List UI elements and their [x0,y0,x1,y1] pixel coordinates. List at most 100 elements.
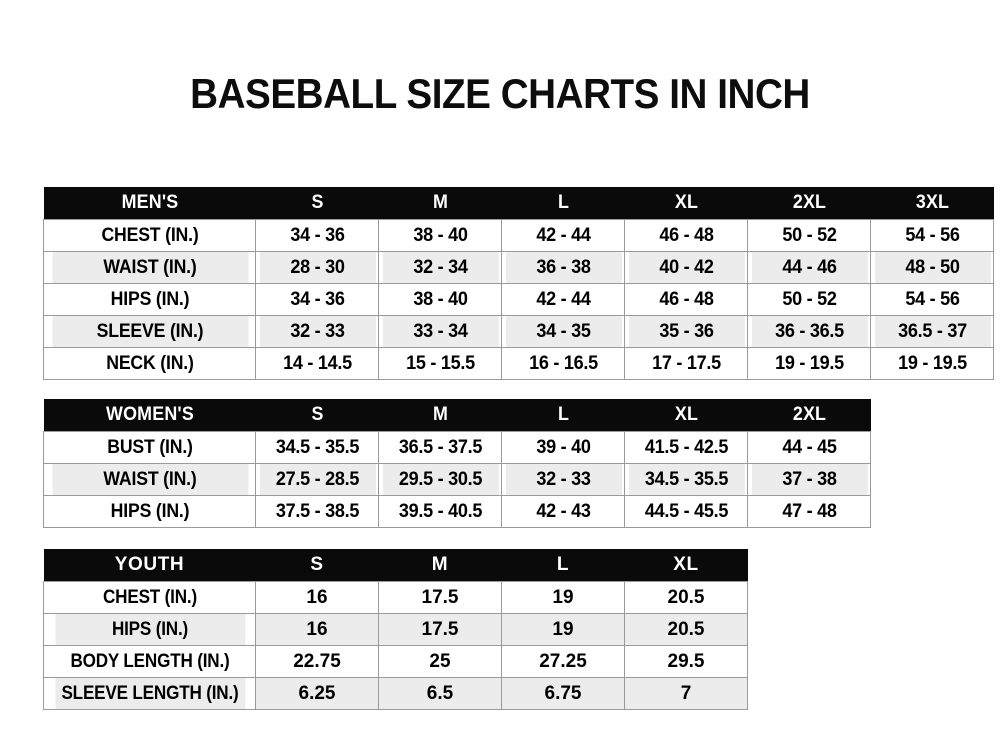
table-row: SLEEVE LENGTH (IN.) 6.25 6.5 6.75 7 [44,677,748,710]
group-label-womens: WOMEN'S [105,404,194,425]
table-header-row: YOUTH S M L XL [43,549,748,582]
measurement-value: 34.5 - 35.5 [627,463,745,496]
measurement-value: 50 - 52 [750,283,868,316]
measurement-value: 7 [624,677,748,710]
table-header-row: MEN'S S M L XL 2XL 3XL [43,187,994,220]
table-row: HIPS (IN.) 34 - 36 38 - 40 42 - 44 46 - 48 50… [44,283,994,316]
measurement-value: 46 - 48 [627,219,745,252]
size-column-header: M [432,192,448,213]
measurement-value: 33 - 34 [381,315,499,348]
measurement-label: SLEEVE LENGTH (IN.) [53,677,245,710]
measurement-value: 16 - 16.5 [504,347,622,380]
measurement-value: 38 - 40 [381,219,499,252]
size-column-header: 2XL [792,404,826,425]
measurement-label: BUST (IN.) [50,431,249,464]
size-column-header: L [556,554,570,575]
measurement-value: 27.25 [501,645,625,678]
measurement-label: CHEST (IN.) [53,581,245,614]
size-column-header: M [431,554,449,575]
measurement-value: 15 - 15.5 [381,347,499,380]
table-row: BUST (IN.) 34.5 - 35.5 36.5 - 37.5 39 - 40 4… [44,431,871,464]
measurement-value: 34 - 36 [258,283,376,316]
measurement-value: 35 - 36 [627,315,745,348]
group-label-youth: YOUTH [114,554,185,575]
table-row: WAIST (IN.) 27.5 - 28.5 29.5 - 30.5 32 - 33… [44,463,871,496]
measurement-value: 32 - 33 [258,315,376,348]
measurement-value: 54 - 56 [873,283,991,316]
measurement-value: 19 - 19.5 [750,347,868,380]
group-label-mens: MEN'S [121,192,178,213]
measurement-value: 36.5 - 37.5 [381,431,499,464]
measurement-value: 27.5 - 28.5 [258,463,376,496]
measurement-value: 6.5 [378,677,502,710]
measurement-value: 29.5 [624,645,748,678]
size-column-header: L [557,192,569,213]
measurement-value: 25 [378,645,502,678]
size-column-header: 3XL [915,192,949,213]
measurement-label: HIPS (IN.) [53,613,245,646]
table-row: BODY LENGTH (IN.) 22.75 25 27.25 29.5 [44,645,748,678]
measurement-label: BODY LENGTH (IN.) [53,645,245,678]
measurement-label: HIPS (IN.) [50,495,249,528]
measurement-value: 46 - 48 [627,283,745,316]
measurement-value: 37.5 - 38.5 [258,495,376,528]
measurement-value: 39.5 - 40.5 [381,495,499,528]
measurement-label: WAIST (IN.) [50,463,249,496]
measurement-value: 47 - 48 [750,495,868,528]
size-column-header: XL [674,192,698,213]
measurement-value: 34 - 35 [504,315,622,348]
size-column-header: 2XL [792,192,826,213]
size-column-header: XL [674,404,698,425]
table-row: SLEEVE (IN.) 32 - 33 33 - 34 34 - 35 35 - 36… [44,315,994,348]
measurement-label: HIPS (IN.) [50,283,249,316]
size-column-header: S [310,554,324,575]
size-column-header: L [557,404,569,425]
measurement-value: 41.5 - 42.5 [627,431,745,464]
measurement-value: 36.5 - 37 [873,315,991,348]
measurement-value: 37 - 38 [750,463,868,496]
measurement-value: 34 - 36 [258,219,376,252]
measurement-value: 42 - 44 [504,283,622,316]
table-header-row: WOMEN'S S M L XL 2XL [43,399,871,432]
measurement-value: 6.25 [255,677,379,710]
page-title: BASEBALL SIZE CHARTS IN INCH [190,70,810,117]
table-row: WAIST (IN.) 28 - 30 32 - 34 36 - 38 40 - 42 4… [44,251,994,284]
measurement-value: 50 - 52 [750,219,868,252]
measurement-value: 16 [255,613,379,646]
measurement-value: 32 - 33 [504,463,622,496]
measurement-value: 44 - 45 [750,431,868,464]
measurement-value: 22.75 [255,645,379,678]
womens-size-table: WOMEN'S S M L XL 2XL BUST (IN.) 34.5 - 35.5 36.5… [43,399,871,528]
measurement-value: 36 - 36.5 [750,315,868,348]
measurement-value: 17 - 17.5 [627,347,745,380]
mens-size-table: MEN'S S M L XL 2XL 3XL CHEST (IN.) 34 - 36 38 - 4… [43,187,994,380]
measurement-label: CHEST (IN.) [50,219,249,252]
size-column-header: S [310,192,324,213]
measurement-value: 20.5 [624,581,748,614]
measurement-value: 34.5 - 35.5 [258,431,376,464]
measurement-value: 42 - 43 [504,495,622,528]
size-column-header: XL [673,554,699,575]
measurement-value: 29.5 - 30.5 [381,463,499,496]
measurement-value: 19 [501,613,625,646]
measurement-value: 20.5 [624,613,748,646]
measurement-value: 28 - 30 [258,251,376,284]
measurement-label: WAIST (IN.) [50,251,249,284]
youth-size-table: YOUTH S M L XL CHEST (IN.) 16 17.5 19 20.5 HIPS (I… [43,549,748,710]
table-row: CHEST (IN.) 34 - 36 38 - 40 42 - 44 46 - 48 5… [44,219,994,252]
measurement-label: NECK (IN.) [50,347,249,380]
measurement-value: 38 - 40 [381,283,499,316]
measurement-value: 42 - 44 [504,219,622,252]
measurement-label: SLEEVE (IN.) [50,315,249,348]
size-column-header: S [310,404,324,425]
table-row: HIPS (IN.) 16 17.5 19 20.5 [44,613,748,646]
measurement-value: 39 - 40 [504,431,622,464]
measurement-value: 19 [501,581,625,614]
measurement-value: 36 - 38 [504,251,622,284]
measurement-value: 40 - 42 [627,251,745,284]
measurement-value: 32 - 34 [381,251,499,284]
measurement-value: 17.5 [378,613,502,646]
table-row: CHEST (IN.) 16 17.5 19 20.5 [44,581,748,614]
measurement-value: 54 - 56 [873,219,991,252]
